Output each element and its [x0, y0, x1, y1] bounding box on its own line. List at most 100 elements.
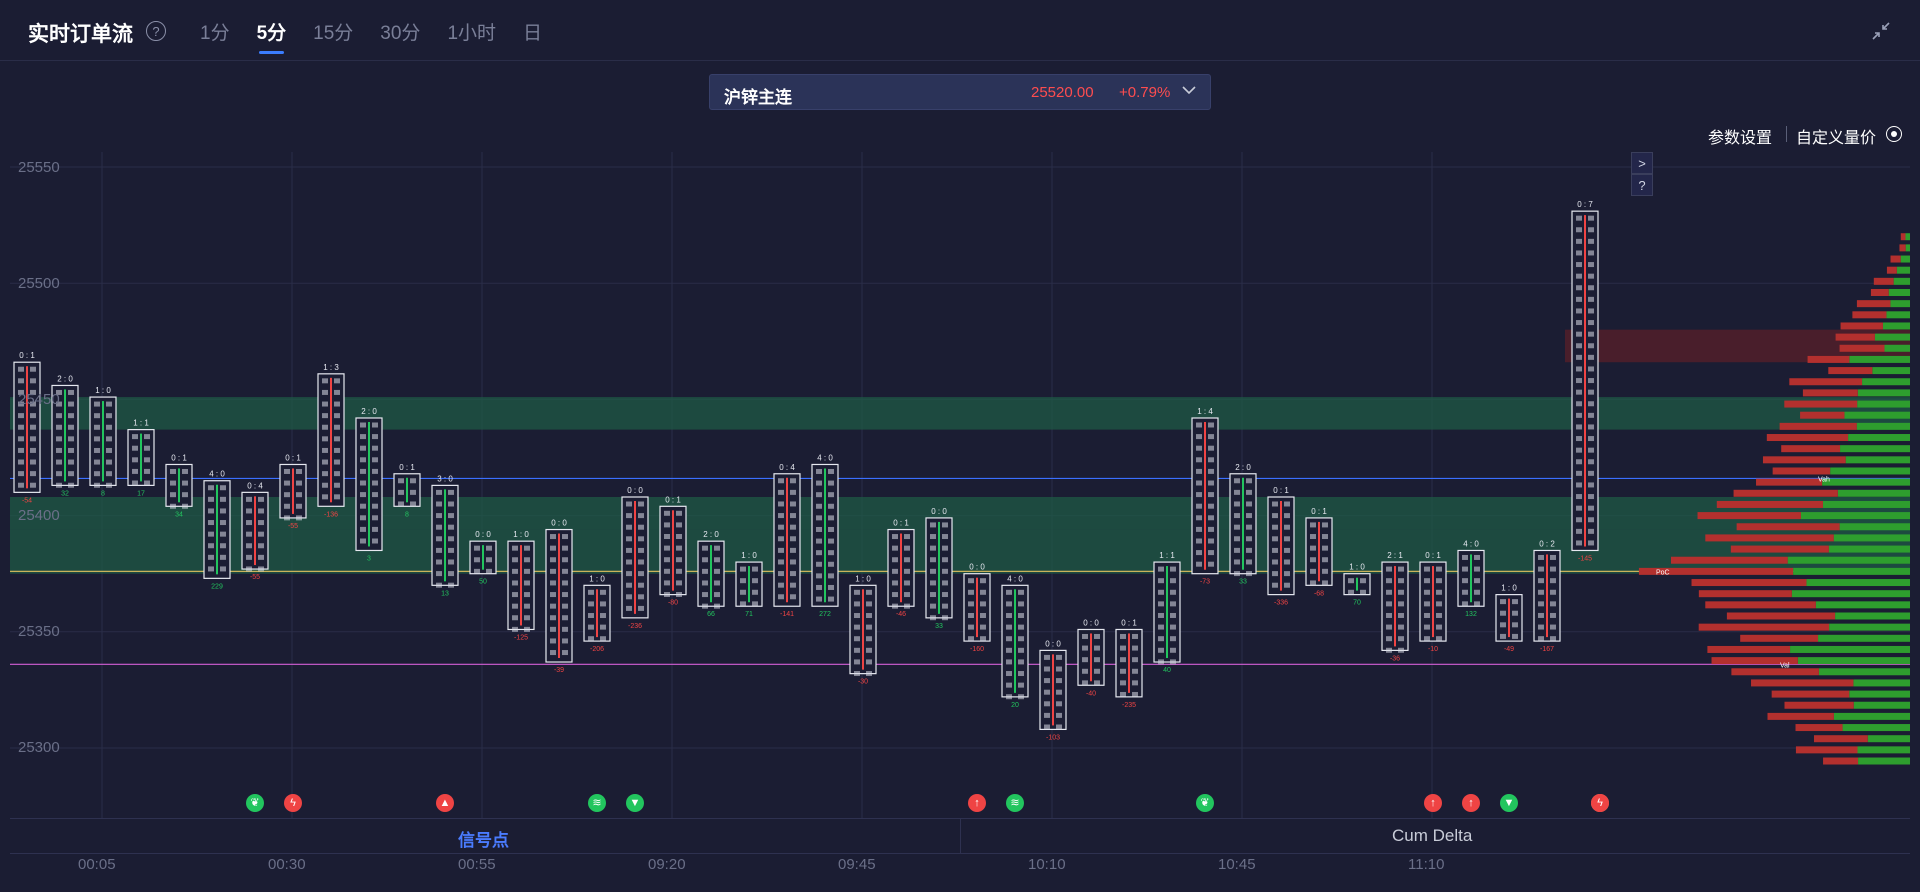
- volume-profile-buy: [1791, 590, 1910, 598]
- volume-profile-sell: [1781, 445, 1841, 453]
- target-circle-icon[interactable]: [1886, 126, 1902, 142]
- bolt-icon[interactable]: ϟ: [284, 794, 302, 812]
- delta-label: -336: [1274, 600, 1288, 607]
- arrow-up-icon[interactable]: ↑: [1424, 794, 1442, 812]
- tab-30min[interactable]: 30分: [380, 23, 421, 44]
- delta-label: -125: [514, 634, 528, 641]
- tab-5min[interactable]: 5分: [257, 18, 286, 54]
- volume-profile-sell: [1795, 746, 1858, 754]
- imbalance-label: 0 : 0: [627, 486, 643, 495]
- imbalance-label: 0 : 0: [1083, 618, 1099, 627]
- minimize-arrows-icon[interactable]: [1870, 20, 1892, 42]
- volume-profile-sell: [1698, 590, 1792, 598]
- triangle-down-icon[interactable]: ▼: [1500, 794, 1518, 812]
- volume-profile-buy: [1872, 367, 1910, 375]
- volume-profile-sell: [1691, 579, 1807, 587]
- imbalance-label: 3 : 0: [437, 474, 453, 483]
- imbalance-label: 2 : 0: [1235, 463, 1251, 472]
- delta-label: -36: [1390, 655, 1400, 662]
- imbalance-label: 0 : 0: [475, 530, 491, 539]
- tab-day[interactable]: 日: [523, 23, 543, 44]
- delta-label: -235: [1122, 702, 1136, 709]
- tab-1hour[interactable]: 1小时: [447, 23, 497, 44]
- volume-profile-buy: [1829, 623, 1910, 631]
- delta-label: 33: [1239, 579, 1247, 586]
- tab-1min[interactable]: 1分: [200, 23, 230, 44]
- volume-profile-buy: [1835, 612, 1910, 620]
- volume-profile-sell: [1705, 601, 1816, 609]
- divider: [960, 819, 961, 853]
- arrow-up-icon[interactable]: ↑: [968, 794, 986, 812]
- volume-profile-buy: [1888, 288, 1910, 296]
- y-axis-label: 25450: [18, 391, 60, 408]
- custom-volume-price-link[interactable]: 自定义量价: [1796, 130, 1877, 147]
- chevron-down-icon[interactable]: [1180, 81, 1198, 99]
- volume-profile-buy: [1797, 657, 1910, 665]
- tab-15min[interactable]: 15分: [313, 23, 354, 44]
- volume-profile-buy: [1857, 389, 1910, 397]
- volume-profile-sell: [1711, 657, 1798, 665]
- volume-profile-buy: [1858, 757, 1910, 765]
- volume-profile-sell: [1890, 255, 1901, 263]
- symbol-selector[interactable]: 沪锌主连 25520.00 +0.79%: [709, 74, 1211, 110]
- delta-label: -236: [628, 623, 642, 630]
- volume-profile-buy: [1833, 534, 1910, 542]
- volume-profile-sell: [1716, 500, 1823, 508]
- volume-profile-buy: [1833, 712, 1910, 720]
- x-axis-label: 11:10: [1408, 856, 1445, 873]
- volume-profile-sell: [1852, 311, 1887, 319]
- imbalance-label: 1 : 0: [741, 551, 757, 560]
- delta-label: -55: [250, 574, 260, 581]
- volume-profile-buy: [1905, 233, 1910, 241]
- imbalance-label: 2 : 0: [57, 374, 73, 383]
- volume-profile-sell: [1766, 434, 1849, 442]
- delta-label: 229: [211, 583, 223, 590]
- buy-zone: [10, 397, 1910, 430]
- volume-profile-sell: [1839, 344, 1885, 352]
- help-button[interactable]: ?: [1631, 174, 1653, 196]
- volume-profile-buy: [1867, 735, 1910, 743]
- leaf-icon[interactable]: ❦: [246, 794, 264, 812]
- imbalance-label: 1 : 3: [323, 363, 339, 372]
- imbalance-label: 0 : 1: [1425, 551, 1441, 560]
- delta-label: -136: [324, 511, 338, 518]
- x-axis-label: 00:55: [458, 856, 496, 873]
- volume-profile-buy: [1806, 579, 1910, 587]
- timeframe-tabs: 1分 5分 15分 30分 1小时 日: [200, 18, 569, 54]
- volume-profile-buy: [1787, 556, 1910, 564]
- volume-profile-buy: [1874, 333, 1910, 341]
- triangle-down-icon[interactable]: ▼: [626, 794, 644, 812]
- layers-icon[interactable]: ≋: [588, 794, 606, 812]
- volume-profile-buy: [1857, 400, 1910, 408]
- volume-profile-sell: [1795, 724, 1843, 732]
- imbalance-label: 1 : 0: [1349, 563, 1365, 572]
- imbalance-label: 0 : 4: [247, 481, 263, 490]
- triangle-up-icon[interactable]: ▲: [436, 794, 454, 812]
- imbalance-label: 1 : 1: [1159, 551, 1175, 560]
- bolt-icon[interactable]: ϟ: [1591, 794, 1609, 812]
- volume-profile-buy: [1845, 456, 1910, 464]
- settings-link[interactable]: 参数设置: [1708, 130, 1773, 147]
- x-axis-label: 00:05: [78, 856, 116, 873]
- volume-profile-buy: [1815, 601, 1910, 609]
- tab-signal-points[interactable]: 信号点: [458, 831, 509, 850]
- tab-cum-delta[interactable]: Cum Delta: [1392, 826, 1473, 845]
- layers-icon[interactable]: ≋: [1006, 794, 1024, 812]
- volume-profile-buy: [1800, 512, 1910, 520]
- arrow-up-icon[interactable]: ↑: [1462, 794, 1480, 812]
- leaf-icon[interactable]: ❦: [1196, 794, 1214, 812]
- volume-profile-sell: [1899, 244, 1906, 252]
- buy-zone: [10, 529, 1910, 574]
- imbalance-label: 1 : 4: [1197, 407, 1213, 416]
- question-circle-icon[interactable]: ?: [146, 21, 166, 41]
- imbalance-label: 0 : 1: [19, 351, 35, 360]
- expand-panel-button[interactable]: >: [1631, 152, 1653, 174]
- volume-profile-buy: [1842, 724, 1910, 732]
- top-bar: 实时订单流 ? 1分 5分 15分 30分 1小时 日: [0, 0, 1920, 61]
- volume-profile-sell: [1733, 489, 1838, 497]
- volume-profile-buy: [1862, 378, 1910, 386]
- delta-label: -73: [1200, 579, 1210, 586]
- imbalance-label: 0 : 0: [931, 507, 947, 516]
- volume-profile-sell: [1736, 523, 1840, 531]
